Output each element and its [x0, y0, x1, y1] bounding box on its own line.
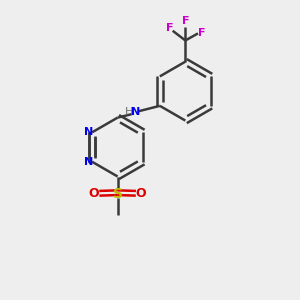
Text: N: N	[84, 158, 93, 167]
Text: N: N	[131, 107, 140, 117]
Text: O: O	[89, 187, 99, 200]
Text: O: O	[136, 187, 146, 200]
Text: F: F	[166, 23, 173, 33]
Text: H: H	[125, 107, 133, 117]
Text: S: S	[112, 187, 123, 201]
Text: F: F	[182, 16, 189, 26]
Text: F: F	[198, 28, 206, 38]
Text: N: N	[84, 127, 93, 137]
